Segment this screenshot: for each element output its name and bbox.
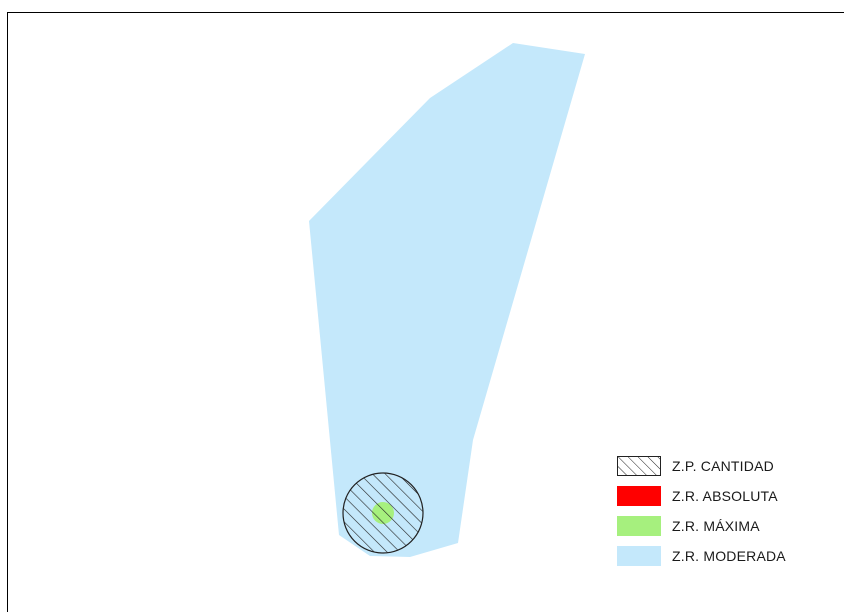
zona-cantidad-area: [342, 472, 424, 554]
legend-label: Z.R. ABSOLUTA: [672, 488, 778, 504]
red-swatch-icon: [617, 486, 661, 506]
map-legend: Z.P. CANTIDAD Z.R. ABSOLUTA Z.R. MÁXIMA …: [617, 456, 817, 576]
hatched-swatch-icon: [617, 456, 661, 476]
legend-label: Z.P. CANTIDAD: [672, 458, 774, 474]
legend-item-moderada: Z.R. MODERADA: [617, 546, 817, 576]
green-swatch-icon: [617, 516, 661, 536]
zona-moderada-area: [309, 43, 585, 557]
legend-item-absoluta: Z.R. ABSOLUTA: [617, 486, 817, 516]
lightblue-swatch-icon: [617, 546, 661, 566]
legend-item-maxima: Z.R. MÁXIMA: [617, 516, 817, 546]
legend-item-cantidad: Z.P. CANTIDAD: [617, 456, 817, 486]
legend-label: Z.R. MODERADA: [672, 548, 786, 564]
legend-label: Z.R. MÁXIMA: [672, 518, 760, 534]
map-frame: [7, 12, 844, 612]
